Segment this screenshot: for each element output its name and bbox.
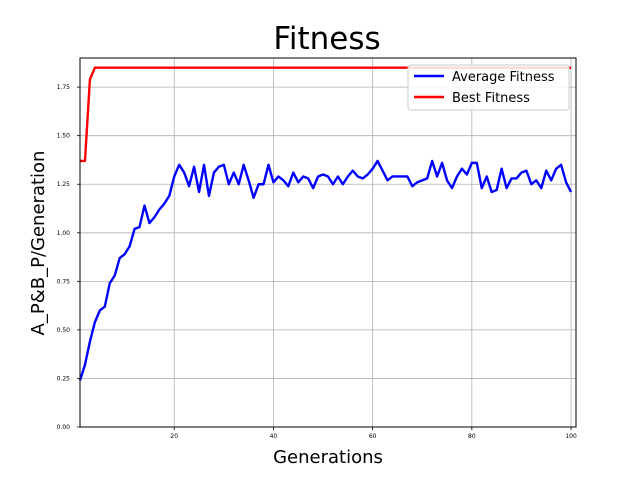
y-axis-label: A_P&B_P/Generation bbox=[28, 151, 49, 336]
x-tick-label: 60 bbox=[369, 433, 377, 440]
x-tick-label: 80 bbox=[468, 433, 476, 440]
y-tick-label: 1.25 bbox=[57, 181, 71, 188]
legend-label-average-fitness: Average Fitness bbox=[452, 70, 555, 85]
x-tick-label: 100 bbox=[565, 433, 577, 440]
series-line-average-fitness bbox=[78, 159, 573, 381]
x-tick-label: 20 bbox=[170, 433, 178, 440]
y-tick-label: 1.50 bbox=[57, 133, 71, 140]
y-tick-label: 1.00 bbox=[57, 230, 71, 237]
y-tick-label: 1.75 bbox=[57, 84, 71, 91]
x-tick-label: 40 bbox=[270, 433, 278, 440]
series-layer bbox=[78, 66, 573, 381]
plot-frame bbox=[79, 57, 577, 428]
grid-lines bbox=[80, 58, 576, 428]
y-tick-label: 0.50 bbox=[57, 327, 71, 334]
legend-box bbox=[407, 64, 570, 111]
chart-title: Fitness bbox=[273, 21, 380, 57]
y-axis-ticks: 0.00 0.25 0.50 0.75 1.00 1.25 1.50 1.75 bbox=[57, 84, 80, 431]
legend-label-best-fitness: Best Fitness bbox=[452, 91, 530, 106]
y-tick-label: 0.00 bbox=[57, 424, 71, 431]
y-tick-label: 0.75 bbox=[57, 278, 71, 285]
y-tick-label: 0.25 bbox=[57, 375, 71, 382]
series-line-best-fitness bbox=[80, 66, 572, 163]
legend: Average Fitness Best Fitness bbox=[407, 64, 570, 111]
x-axis-ticks: 20 40 60 80 100 bbox=[170, 427, 577, 440]
x-axis-label: Generations bbox=[273, 447, 383, 468]
